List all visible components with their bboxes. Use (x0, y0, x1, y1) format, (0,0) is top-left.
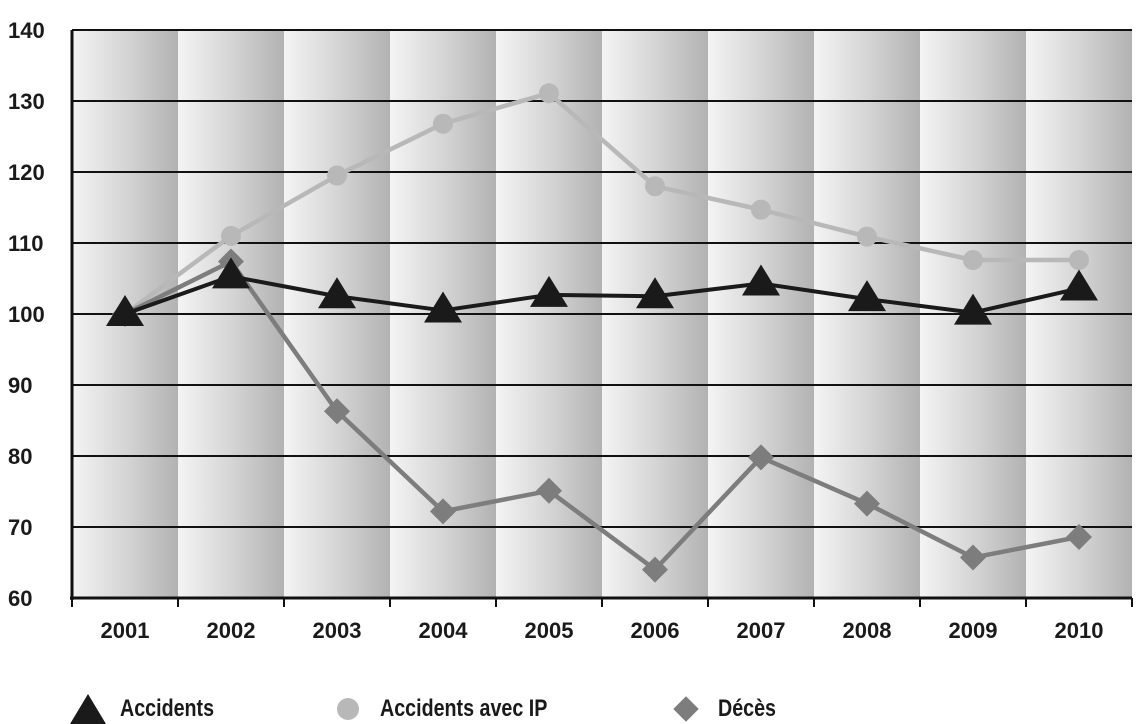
x-axis-tick-labels: 2001 2002 2003 2004 2005 2006 2007 2008 2009 2010 (101, 618, 1104, 643)
legend: Accidents Accidents avec IP Décès (0, 688, 1137, 724)
legend-item-accidents: Accidents (70, 694, 235, 724)
gridlines (72, 29, 1132, 528)
data-point-triangle (954, 293, 992, 325)
data-point-triangle (1060, 269, 1098, 301)
y-tick-label: 70 (8, 515, 32, 540)
data-point-circle (221, 225, 241, 246)
data-point-diamond (1066, 523, 1092, 550)
data-point-circle (433, 113, 453, 134)
series-line-accidents (124, 274, 1080, 316)
diamond-marker-icon (668, 694, 704, 724)
data-point-circle (645, 176, 665, 197)
data-point-circle (539, 83, 559, 104)
data-point-diamond (748, 444, 774, 471)
triangle-marker-icon (70, 694, 106, 724)
data-point-circle (327, 165, 347, 186)
x-tick-label: 2003 (313, 618, 362, 643)
data-point-diamond (536, 477, 562, 504)
x-tick-label: 2005 (525, 618, 574, 643)
data-point-triangle (212, 257, 250, 289)
data-point-triangle (530, 275, 568, 307)
y-tick-label: 140 (8, 18, 45, 43)
y-tick-label: 80 (8, 444, 32, 469)
data-point-triangle (424, 291, 462, 323)
data-point-triangle (318, 277, 356, 309)
legend-label-deces: Décès (718, 695, 777, 722)
series-layer (106, 83, 1098, 583)
x-tick-label: 2001 (101, 618, 150, 643)
data-point-diamond (642, 556, 668, 583)
y-tick-label: 120 (8, 160, 45, 185)
data-point-triangle (636, 277, 674, 309)
data-point-circle (963, 250, 983, 271)
y-tick-label: 60 (8, 586, 32, 611)
legend-item-deces: Décès (668, 694, 789, 724)
data-point-diamond (854, 490, 880, 517)
series-line-accidents-avec-ip (123, 90, 1079, 316)
data-point-triangle (848, 280, 886, 312)
x-tick-label: 2002 (207, 618, 256, 643)
x-tick-label: 2010 (1055, 618, 1104, 643)
line-chart: 60 70 80 90 100 110 120 130 140 2001 2002 2003 2004… (8, 18, 1133, 643)
data-point-diamond (430, 498, 456, 525)
data-point-circle (857, 226, 877, 247)
data-point-diamond (960, 544, 986, 571)
series-line-deces (124, 259, 1080, 572)
data-point-circle (751, 199, 771, 220)
series-accidents-avec-ip (115, 83, 1089, 324)
x-tick-label: 2007 (737, 618, 786, 643)
data-point-triangle (106, 295, 144, 326)
x-tick-label: 2009 (949, 618, 998, 643)
data-point-circle (1069, 250, 1089, 271)
y-tick-label: 130 (8, 89, 45, 114)
y-tick-label: 110 (8, 231, 44, 256)
y-tick-label: 90 (8, 373, 32, 398)
y-axis-tick-labels: 60 70 80 90 100 110 120 130 140 (8, 18, 45, 611)
y-tick-label: 100 (8, 302, 45, 327)
legend-item-accidents-avec-ip: Accidents avec IP (330, 694, 584, 724)
x-tick-label: 2004 (419, 618, 469, 643)
data-point-triangle (742, 264, 780, 296)
legend-label-accidents: Accidents (120, 695, 215, 722)
series-accidents (106, 257, 1098, 326)
data-point-diamond (324, 398, 350, 425)
legend-label-accidents-avec-ip: Accidents avec IP (380, 695, 548, 722)
x-tick-label: 2006 (631, 618, 680, 643)
x-tick-label: 2008 (843, 618, 892, 643)
circle-marker-icon (330, 694, 366, 724)
axes (70, 30, 1133, 607)
